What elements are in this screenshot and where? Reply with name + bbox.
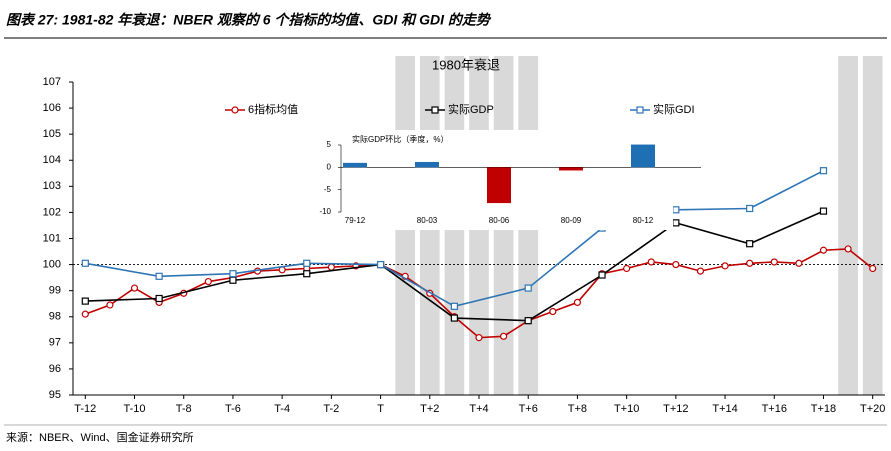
y-tick-label: 105 — [43, 128, 61, 140]
legend-marker — [431, 106, 439, 114]
recession-band — [862, 56, 883, 395]
chart-title: 1980年衰退 — [432, 57, 500, 72]
x-tick-label: T+4 — [469, 403, 488, 415]
x-tick-label: T+6 — [519, 403, 538, 415]
marker — [81, 310, 89, 318]
legend-marker — [636, 106, 644, 114]
marker — [524, 284, 532, 292]
marker — [573, 298, 582, 307]
marker — [819, 207, 828, 215]
inset-x-tick-label: 80-12 — [633, 216, 654, 225]
y-tick-label: 98 — [49, 311, 61, 323]
bar — [487, 167, 511, 204]
x-tick-label: T-2 — [323, 403, 339, 415]
x-tick-label: T-4 — [274, 403, 290, 415]
marker — [647, 258, 655, 266]
bar — [631, 144, 655, 168]
legend-marker — [231, 106, 239, 114]
inset-x-tick-label: 79-12 — [345, 216, 366, 225]
x-tick-label: T+2 — [420, 403, 439, 415]
y-tick-label: 107 — [43, 76, 61, 88]
y-tick-label: 103 — [43, 180, 61, 192]
marker — [303, 259, 311, 267]
y-tick-label: 104 — [43, 154, 61, 166]
y-tick-label: 102 — [43, 206, 61, 218]
x-tick-label: T-10 — [124, 403, 146, 415]
marker — [155, 272, 163, 280]
marker — [746, 204, 754, 213]
marker — [376, 260, 385, 269]
marker — [155, 294, 163, 303]
bar — [559, 167, 583, 171]
marker — [81, 259, 89, 267]
marker — [106, 301, 114, 309]
x-tick-label: T-12 — [74, 403, 96, 415]
marker — [623, 264, 631, 273]
marker — [450, 302, 458, 310]
marker — [524, 317, 532, 325]
inset-y-tick-label: -10 — [319, 207, 331, 216]
marker — [229, 276, 237, 284]
marker — [672, 260, 680, 269]
marker — [696, 267, 705, 275]
y-tick-label: 99 — [49, 285, 61, 297]
x-tick-label: T-6 — [225, 403, 241, 415]
marker — [303, 270, 311, 278]
marker — [130, 284, 139, 292]
legend-label: 实际GDI — [653, 102, 695, 116]
marker — [672, 219, 680, 227]
recession-band — [838, 56, 858, 395]
marker — [450, 314, 458, 322]
x-tick-label: T+8 — [568, 403, 587, 415]
marker — [549, 307, 557, 316]
marker — [229, 270, 237, 278]
x-tick-label: T-8 — [176, 403, 192, 415]
marker — [721, 262, 729, 270]
inset-y-tick-label: 5 — [327, 140, 332, 149]
x-tick-label: T — [377, 403, 384, 415]
marker — [819, 167, 828, 175]
inset-y-tick-label: -5 — [324, 185, 332, 194]
x-tick-label: T+18 — [811, 403, 836, 415]
inset-x-tick-label: 80-03 — [417, 216, 438, 225]
legend-label: 6指标均值 — [248, 102, 298, 116]
marker — [672, 206, 680, 214]
y-tick-label: 100 — [43, 258, 61, 270]
x-tick-label: T+12 — [663, 403, 688, 415]
x-tick-label: T+20 — [860, 403, 885, 415]
y-tick-label: 101 — [43, 232, 61, 244]
y-tick-label: 96 — [49, 363, 61, 375]
inset-title: 实际GDP环比（季度，%） — [352, 134, 448, 144]
x-tick-label: T+14 — [712, 403, 737, 415]
marker — [869, 264, 877, 273]
inset-x-tick-label: 80-09 — [561, 216, 582, 225]
legend-label: 实际GDP — [448, 102, 494, 116]
marker — [746, 240, 754, 248]
inset-y-tick-label: 0 — [327, 162, 332, 171]
marker — [475, 334, 483, 342]
marker — [327, 263, 335, 271]
marker — [81, 297, 89, 305]
marker — [746, 259, 754, 267]
inset-x-tick-label: 80-06 — [489, 216, 510, 225]
marker — [500, 332, 508, 340]
marker — [770, 258, 778, 266]
marker — [819, 246, 828, 254]
x-tick-label: T+16 — [762, 403, 787, 415]
bar — [343, 162, 367, 168]
y-tick-label: 95 — [49, 389, 61, 401]
y-tick-label: 106 — [43, 102, 61, 114]
header-title: 图表 27: 1981-82 年衰退：NBER 观察的 6 个指标的均值、GDI… — [6, 12, 492, 28]
marker — [598, 271, 606, 279]
marker — [795, 259, 803, 267]
source: 来源：NBER、Wind、国金证券研究所 — [6, 430, 194, 444]
y-tick-label: 97 — [49, 337, 61, 349]
x-tick-label: T+10 — [614, 403, 639, 415]
bar — [415, 161, 439, 168]
marker — [844, 245, 852, 253]
marker — [204, 277, 212, 286]
